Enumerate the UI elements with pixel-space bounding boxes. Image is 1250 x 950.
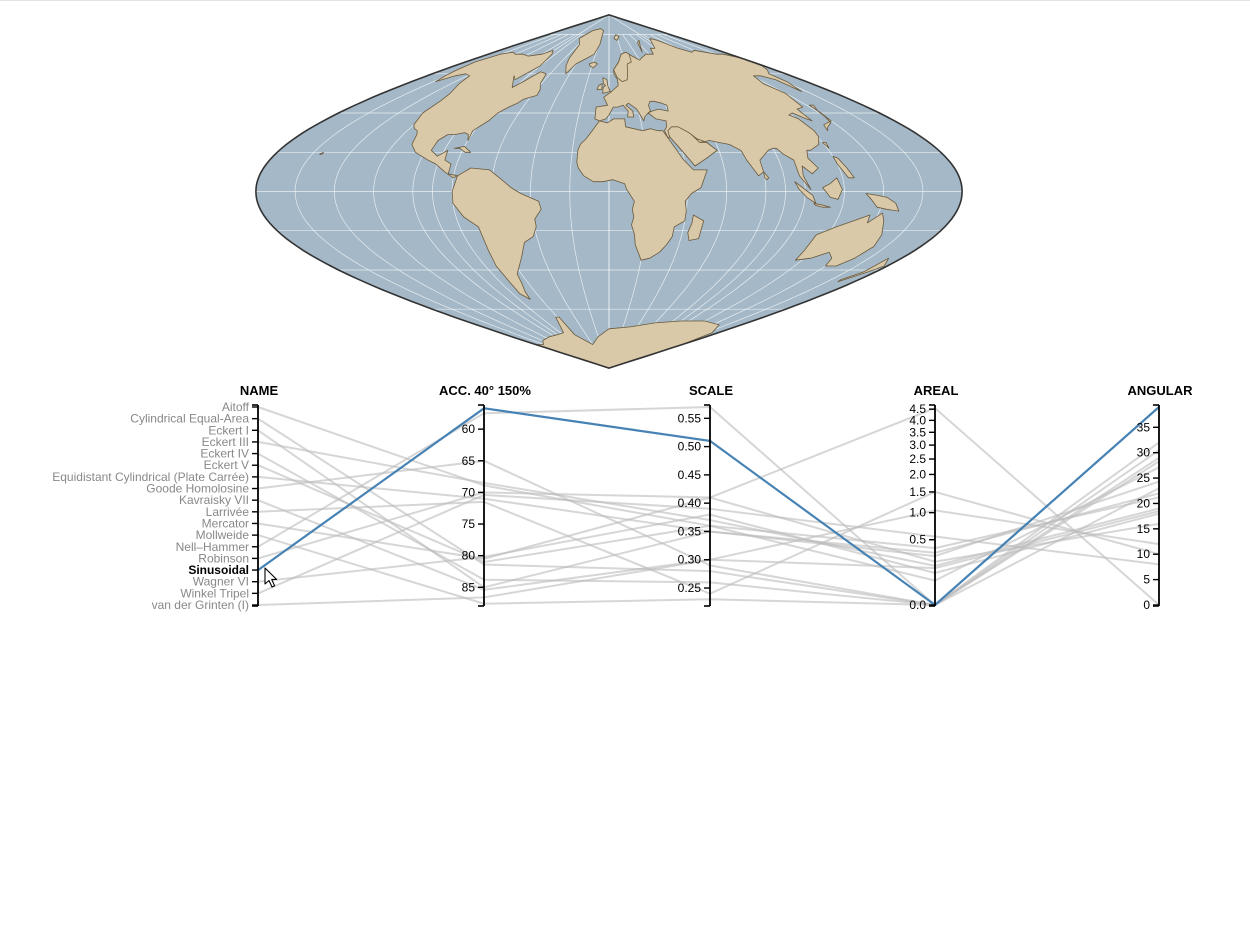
projection-name-label[interactable]: Cylindrical Equal-Area [130, 412, 249, 426]
landmass-europe-asia [594, 38, 820, 190]
tick-label: 4.5 [909, 402, 926, 416]
landmass-borneo [822, 177, 843, 200]
tick-label: 0.45 [678, 468, 702, 482]
background-lines [257, 405, 1160, 607]
tick-label: 0 [1143, 598, 1150, 612]
landmass-scandinavia-fill [613, 51, 632, 82]
tick-label: 0.40 [678, 496, 702, 510]
landmass-iceland [588, 61, 598, 69]
landmass-cuba [454, 146, 472, 153]
landmass-ireland [596, 83, 603, 90]
top-divider [0, 0, 1250, 1]
tick-label: 70 [462, 485, 476, 499]
tick-label: 65 [462, 454, 476, 468]
tick-label: 20 [1137, 496, 1151, 510]
tick-label: 0.25 [678, 581, 702, 595]
tick-label: 60 [462, 422, 476, 436]
landmass-australia [795, 212, 885, 267]
landmass-hawaii [319, 151, 324, 155]
tick-label: 15 [1137, 522, 1151, 536]
landmass-greenland [565, 28, 604, 75]
landmass-new-zealand [837, 257, 890, 283]
tick-label: 5 [1143, 573, 1150, 587]
tick-label: 3.0 [909, 438, 926, 452]
projection-name-label[interactable]: Mercator [202, 516, 249, 530]
tick-label: 0.5 [909, 533, 926, 547]
landmass-sri-lanka [763, 171, 770, 181]
projection-name-label[interactable]: Aitoff [222, 400, 250, 414]
landmass-new-guinea [865, 193, 900, 212]
axis-angular[interactable]: ANGULAR 0 5 10 15 20 25 30 35 [1128, 383, 1194, 612]
landmass-south-america [451, 167, 542, 300]
landmass-north-america [411, 49, 554, 179]
tick-label: 0.50 [678, 440, 702, 454]
landmass-madagascar [687, 214, 705, 241]
landmass-africa [576, 118, 708, 261]
axis-scale[interactable]: SCALE 0.25 0.30 0.35 0.40 0.45 0.50 0.55 [678, 383, 734, 607]
tick-label: 85 [462, 580, 476, 594]
landmass-japan [809, 104, 832, 132]
projection-name-label[interactable]: Goode Homolosine [146, 482, 249, 496]
projection-name-label[interactable]: Eckert IV [200, 447, 249, 461]
landmass-svalbard [613, 34, 620, 41]
projection-name-label[interactable]: Equidistant Cylindrical (Plate Carrée) [52, 470, 249, 484]
tick-label: 2.5 [909, 452, 926, 466]
projection-name-label[interactable]: van der Grinten (I) [152, 598, 249, 612]
tick-label: 0.55 [678, 411, 702, 425]
tick-label: 0.30 [678, 553, 702, 567]
axis-acc[interactable]: ACC. 40° 150% 60 65 70 75 80 85 [439, 383, 531, 607]
tick-label: 0.35 [678, 524, 702, 538]
landmass-novaya-zemlya [637, 40, 643, 53]
tick-label: 1.5 [909, 485, 926, 499]
projection-name-label[interactable]: Eckert I [208, 423, 249, 437]
map-landmasses [319, 28, 900, 369]
axis-title[interactable]: ANGULAR [1128, 383, 1194, 398]
sinusoidal-world-map [255, 14, 963, 369]
tick-label: 2.0 [909, 467, 926, 481]
projection-name-label[interactable]: Eckert III [202, 435, 249, 449]
axis-areal[interactable]: AREAL 0.0 0.5 1.0 1.5 2.02.53.03.54.04.5 [909, 383, 958, 612]
projection-name-label[interactable]: Robinson [198, 551, 249, 565]
projection-name-label[interactable]: Larrivée [206, 505, 250, 519]
axis-title[interactable]: ACC. 40° 150% [439, 383, 531, 398]
projection-name-label[interactable]: Kavraisky VII [179, 493, 249, 507]
axis-title[interactable]: SCALE [689, 383, 733, 398]
tick-label: 3.5 [909, 425, 926, 439]
tick-label: 0.0 [909, 598, 926, 612]
tick-label: 35 [1137, 420, 1151, 434]
landmass-british-isles [602, 77, 611, 94]
projection-name-label[interactable]: Eckert V [204, 458, 249, 472]
tick-label: 10 [1137, 547, 1151, 561]
tick-label: 75 [462, 517, 476, 531]
projection-name-label[interactable]: Winkel Tripel [180, 586, 249, 600]
landmass-antarctica [535, 316, 720, 369]
tick-label: 80 [462, 549, 476, 563]
tick-label: 1.0 [909, 506, 926, 520]
projection-name-label[interactable]: Nell–Hammer [176, 540, 249, 554]
tick-label: 25 [1137, 471, 1151, 485]
landmass-arabia-fill [667, 126, 718, 167]
projection-name-label[interactable]: Wagner VI [193, 575, 249, 589]
landmass-taiwan [822, 142, 830, 149]
mouse-pointer-icon [264, 567, 278, 588]
map-outline [255, 14, 963, 369]
landmass-philippines [832, 155, 855, 179]
axis-title[interactable]: AREAL [914, 383, 959, 398]
landmass-java [813, 202, 831, 208]
tick-label: 30 [1137, 446, 1151, 460]
axis-title[interactable]: NAME [240, 383, 279, 398]
projection-name-label[interactable]: Sinusoidal [188, 563, 249, 577]
tick-label: 4.0 [909, 413, 926, 427]
projection-name-label[interactable]: Mollweide [196, 528, 250, 542]
